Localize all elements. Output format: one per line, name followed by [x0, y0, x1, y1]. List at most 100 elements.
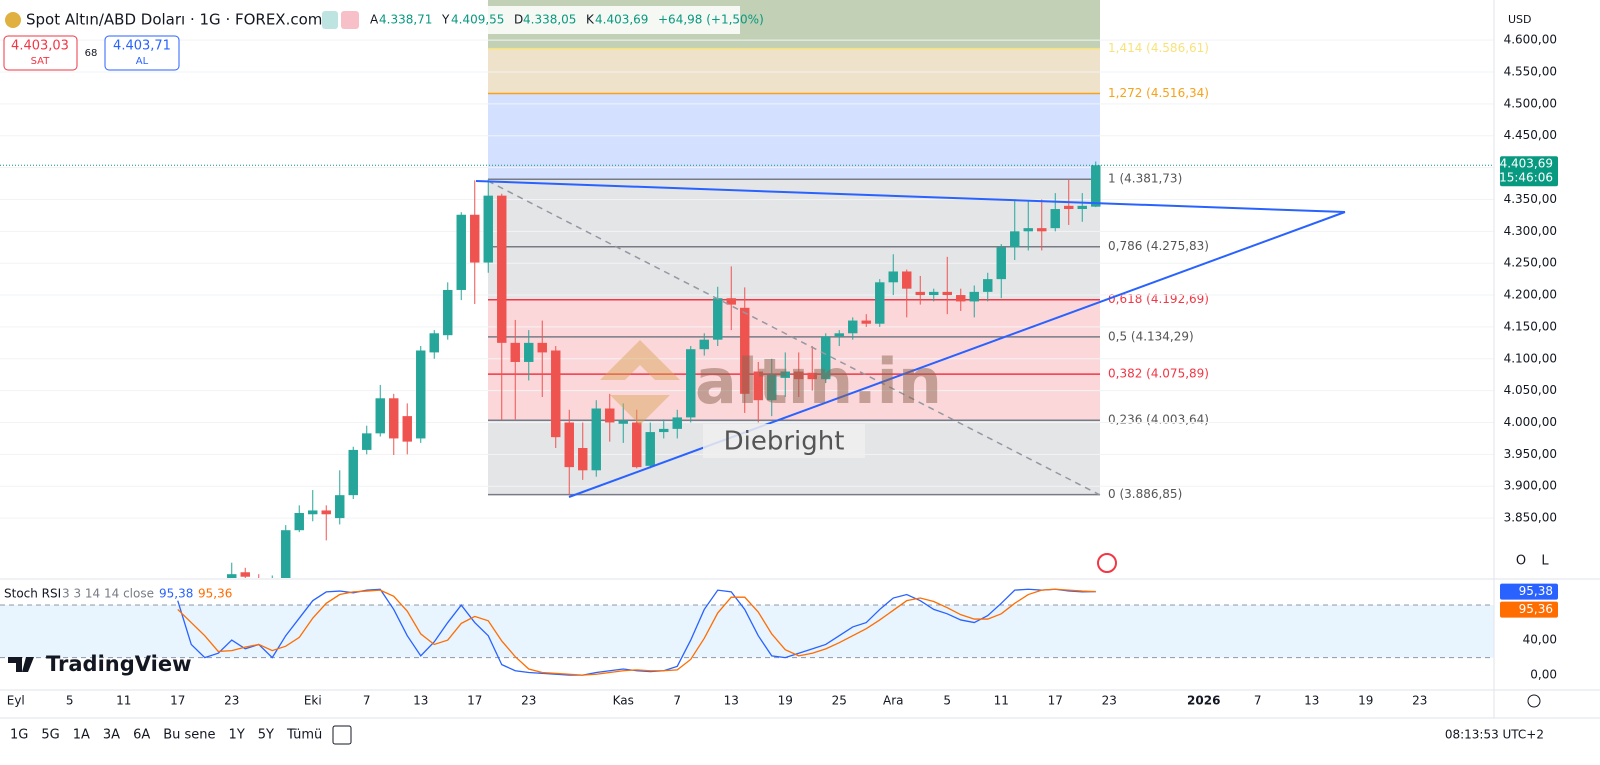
buy-button[interactable]	[104, 35, 180, 71]
stoch-pane: Stoch RSI 3 3 14 14 close 95,38 95,36	[0, 587, 1494, 676]
header: Spot Altın/ABD Doları · 1G · FOREX.com A…	[0, 6, 1549, 573]
buy-price: 4.403,71	[113, 39, 171, 54]
sell-price: 4.403,03	[11, 39, 69, 54]
stoch-tick-label: 0,00	[1530, 668, 1557, 682]
fib-label: 1 (4.381,73)	[1108, 172, 1182, 186]
candle-body	[551, 350, 561, 438]
price-tag-label: 4.403,69	[1500, 157, 1553, 171]
clock: 08:13:53 UTC+2	[1445, 728, 1544, 742]
currency[interactable]: USD	[1508, 13, 1532, 26]
candle-body	[308, 510, 318, 515]
fib-zone	[488, 179, 1100, 247]
x-tick-label: 23	[224, 694, 239, 708]
ohlc-value: 4.338,71	[379, 13, 432, 27]
settings-icon[interactable]	[1527, 694, 1541, 708]
candle-body	[861, 320, 871, 324]
candle-body	[875, 282, 885, 324]
ohlc-letter: K	[586, 13, 595, 27]
range-button[interactable]: 6A	[133, 728, 150, 743]
range-button[interactable]: 3A	[103, 728, 120, 743]
fib-label: 0,618 (4.192,69)	[1108, 292, 1209, 306]
candle-body	[1064, 205, 1074, 210]
fib-label: 0,5 (4.134,29)	[1108, 329, 1194, 343]
y-tick-label: 4.000,00	[1504, 415, 1557, 429]
candle-body	[807, 372, 817, 380]
candle-body	[281, 530, 291, 578]
candle-body	[348, 449, 358, 496]
candle-body	[888, 271, 898, 283]
candle-body	[443, 289, 453, 336]
x-tick-label: 5	[943, 694, 951, 708]
sell-button[interactable]	[3, 35, 78, 71]
candle-body	[1077, 205, 1087, 210]
candle-body	[497, 195, 507, 343]
stoch-tag-label: 95,36	[1519, 602, 1553, 616]
fib-label: 0 (3.886,85)	[1108, 487, 1182, 501]
range-button[interactable]: Tümü	[286, 728, 322, 743]
candle-body	[362, 433, 372, 450]
y-tick-label: 4.050,00	[1504, 383, 1557, 397]
x-tick-label: 19	[778, 694, 793, 708]
candle-body	[929, 291, 939, 296]
tv-logo-text: TradingView	[46, 652, 191, 676]
toolbar: 08:13:53 UTC+2 1G 5G 1A 3A 6A Bu sene 1Y 5Y Tümü	[10, 694, 1544, 745]
candle-body	[240, 572, 250, 577]
y-tick-label: 4.250,00	[1504, 256, 1557, 270]
drawings	[475, 180, 1346, 498]
candle-body	[686, 349, 696, 418]
symbol-title[interactable]: Spot Altın/ABD Doları · 1G · FOREX.com	[26, 11, 322, 29]
candle-body	[902, 271, 912, 289]
range-button[interactable]: 1A	[73, 728, 90, 743]
range-button[interactable]: Bu sene	[163, 728, 215, 743]
x-tick-label: 13	[724, 694, 739, 708]
candle-body	[956, 295, 966, 302]
candle-body	[1091, 165, 1101, 207]
symbol-icon	[5, 12, 21, 28]
candle-body	[227, 574, 237, 578]
ohlc-letter: D	[514, 13, 523, 27]
tv-logo-icon	[8, 657, 34, 672]
y-tick-label: 4.500,00	[1504, 96, 1557, 110]
x-tick-label: 7	[673, 694, 681, 708]
range-button[interactable]: 1G	[10, 728, 28, 743]
candle-body	[740, 307, 750, 394]
trend-lower	[568, 211, 1346, 498]
x-tick-label: 11	[994, 694, 1009, 708]
fib-retracement: 0 (3.886,85) 0,236 (4.003,64) 0,382 (4.075…	[488, 0, 1209, 501]
candle-body	[335, 495, 345, 519]
candle-body	[780, 371, 790, 378]
fib-zone	[488, 299, 1100, 337]
candle-body	[1050, 209, 1060, 229]
event-icon[interactable]	[1097, 553, 1117, 573]
fib-label: 0,236 (4.003,64)	[1108, 413, 1209, 427]
candle-body	[456, 214, 466, 290]
x-tick-label: Ara	[883, 694, 904, 708]
fib-zone	[488, 48, 1100, 94]
y-tick-label: 3.900,00	[1504, 479, 1557, 493]
price-tag-time: 15:46:06	[1499, 171, 1553, 185]
y-tick-label: 4.100,00	[1504, 351, 1557, 365]
watermark-brand: altın.in	[695, 345, 942, 418]
candle-body	[564, 422, 574, 468]
candle-body	[618, 420, 628, 424]
candle-body	[713, 298, 723, 340]
x-tick-label: 11	[116, 694, 131, 708]
candle-body	[416, 350, 426, 439]
buy-label: AL	[136, 56, 149, 67]
sell-label: SAT	[31, 56, 51, 67]
watermark-icon	[600, 340, 680, 425]
ohlc-letter: Y	[441, 13, 450, 27]
x-tick-label: 17	[467, 694, 482, 708]
candle-body	[645, 432, 655, 466]
stoch-tag	[1500, 601, 1558, 618]
candle-body	[996, 247, 1006, 280]
button-l[interactable]: L	[1541, 554, 1549, 569]
range-button[interactable]: 1Y	[229, 728, 245, 743]
candle-body	[1023, 228, 1033, 232]
range-button[interactable]: 5G	[41, 728, 59, 743]
calendar-icon[interactable]	[332, 725, 352, 745]
range-button[interactable]: 5Y	[258, 728, 274, 743]
button-o[interactable]: O	[1516, 554, 1526, 569]
